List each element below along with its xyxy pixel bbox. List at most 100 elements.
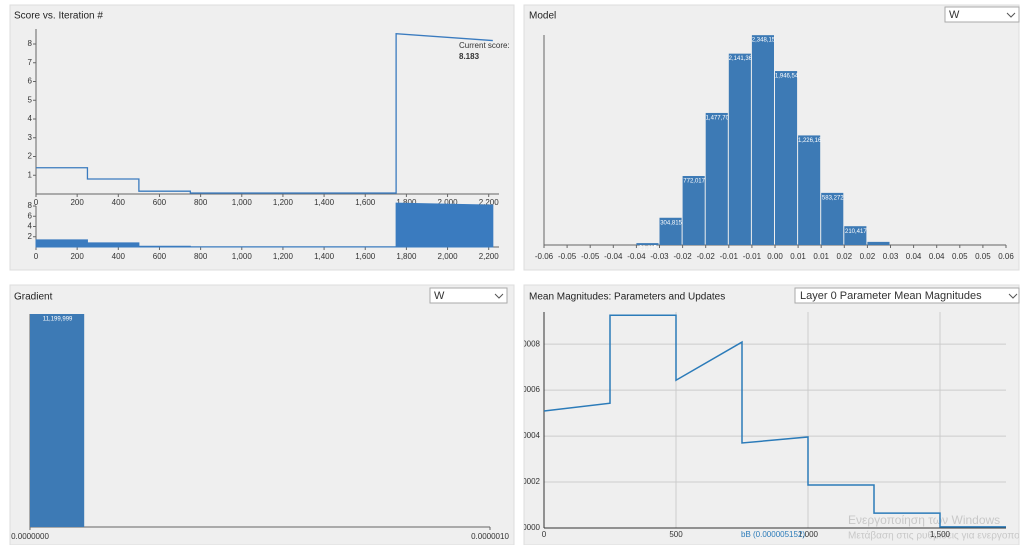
y-tick-label: 1 <box>28 170 33 179</box>
x-tick-label: 0.0000010 <box>471 532 509 541</box>
x-tick-label: -0.01 <box>720 252 739 261</box>
x-tick-label: 0 <box>34 198 39 207</box>
x-tick-label: 2,000 <box>438 198 459 207</box>
x-tick-label: 1,600 <box>355 198 376 207</box>
panel-title: Gradient <box>14 292 53 303</box>
x-tick-label: 600 <box>153 198 167 207</box>
x-tick-label: 200 <box>70 252 84 261</box>
x-tick-label: 1,200 <box>273 198 294 207</box>
y-tick-label: 8 <box>28 39 33 48</box>
bar-value-label: 772,017 <box>683 179 705 185</box>
dropdown[interactable]: W <box>944 6 1020 23</box>
dropdown-value[interactable]: Layer 0 Parameter Mean Magnitudes <box>800 290 982 302</box>
x-tick-label: 1,400 <box>314 198 335 207</box>
histogram-bar <box>705 112 728 245</box>
x-tick-label: 1,400 <box>314 252 335 261</box>
bar-value-label: 2,141,36 <box>729 56 753 62</box>
x-tick-label: 1,200 <box>273 252 294 261</box>
x-tick-label: 0.0000000 <box>11 532 49 541</box>
bar-value-label: 21,115 <box>639 246 658 252</box>
x-tick-label: 0.06 <box>998 252 1014 261</box>
dropdown[interactable]: Layer 0 Parameter Mean Magnitudes <box>794 287 1020 304</box>
histogram-bar <box>751 35 774 246</box>
y-tick-label: 0.000006 <box>507 385 541 394</box>
x-tick-label: 2,200 <box>479 198 500 207</box>
x-tick-label: 0.05 <box>975 252 991 261</box>
y-tick-label: 3 <box>28 133 33 142</box>
dropdown-box[interactable] <box>944 6 1020 23</box>
x-tick-label: -0.06 <box>535 252 554 261</box>
chevron <box>1008 293 1018 299</box>
y-tick-label: 0.000000 <box>507 523 541 532</box>
y-tick-label: 4 <box>28 222 33 231</box>
x-tick-label: 600 <box>153 252 167 261</box>
chevron <box>1006 12 1016 18</box>
bar-value-label: 2,348,15 <box>752 38 776 44</box>
x-tick-label: 1,500 <box>930 530 951 539</box>
x-tick-label: 0.03 <box>883 252 899 261</box>
x-tick-label: 1,000 <box>798 530 819 539</box>
x-tick-label: 1,600 <box>355 252 376 261</box>
y-tick-label: 6 <box>28 211 33 220</box>
x-tick-label: 400 <box>112 198 126 207</box>
panel-title: Model <box>529 11 556 22</box>
x-tick-label: 800 <box>194 252 208 261</box>
y-tick-label: 0.000008 <box>507 339 541 348</box>
x-tick-label: 400 <box>112 252 126 261</box>
x-tick-label: 0.00 <box>767 252 783 261</box>
histogram-bar <box>821 192 844 245</box>
x-tick-label: 0.01 <box>790 252 806 261</box>
x-tick-label: 1,000 <box>232 198 253 207</box>
dropdown-value[interactable]: W <box>949 9 960 21</box>
x-tick-label: -0.02 <box>673 252 692 261</box>
score-overview-area <box>35 202 494 248</box>
x-tick-label: -0.01 <box>743 252 762 261</box>
x-tick-label: -0.04 <box>627 252 646 261</box>
y-tick-label: 0.000002 <box>507 477 541 486</box>
histogram-bar <box>682 176 705 245</box>
legend-entry: bB (0.000005152) <box>741 530 805 539</box>
bar-value-label: 11,199,999 <box>43 317 73 323</box>
bar-value-label: 210,417 <box>845 229 867 235</box>
histogram-bar <box>867 241 890 245</box>
y-tick-label: 2 <box>28 232 33 241</box>
x-tick-label: -0.04 <box>604 252 623 261</box>
x-tick-label: 1,800 <box>396 198 417 207</box>
current-score-label: Current score: <box>459 41 510 50</box>
x-tick-label: 0 <box>34 252 39 261</box>
x-tick-label: 2,200 <box>479 252 500 261</box>
histogram-bar <box>775 71 798 246</box>
y-tick-label: 5 <box>28 95 33 104</box>
x-tick-label: -0.03 <box>650 252 669 261</box>
bar-value-label: 1,946,54 <box>775 74 799 80</box>
chevron <box>494 293 504 299</box>
x-tick-label: -0.05 <box>558 252 577 261</box>
histogram-bar <box>636 243 659 245</box>
x-tick-label: 0.02 <box>860 252 876 261</box>
x-tick-label: 0.02 <box>837 252 853 261</box>
y-tick-label: 8 <box>28 201 33 210</box>
histogram-bar <box>30 314 85 527</box>
histogram-bar <box>728 53 751 245</box>
gradient-panel <box>9 284 515 545</box>
panel-title: Score vs. Iteration # <box>14 11 103 22</box>
x-tick-label: 1,800 <box>396 252 417 261</box>
dropdown-box[interactable] <box>794 287 1020 304</box>
histogram-bar <box>844 226 867 245</box>
score-line <box>36 32 493 194</box>
x-tick-label: 1,000 <box>232 252 253 261</box>
y-tick-label: 2 <box>28 152 33 161</box>
bar-value-label: 1,226,16 <box>798 138 822 144</box>
x-tick-label: -0.02 <box>697 252 716 261</box>
bar-value-label: 583,272 <box>822 195 844 201</box>
x-tick-label: -0.05 <box>581 252 600 261</box>
y-tick-label: 6 <box>28 77 33 86</box>
bar-value-label: 304,815 <box>660 220 682 226</box>
histogram-bar <box>798 135 821 245</box>
dropdown-box[interactable] <box>429 287 508 304</box>
dropdown[interactable]: W <box>429 287 508 304</box>
y-tick-label: 4 <box>28 114 33 123</box>
dropdown-value[interactable]: W <box>434 290 445 302</box>
